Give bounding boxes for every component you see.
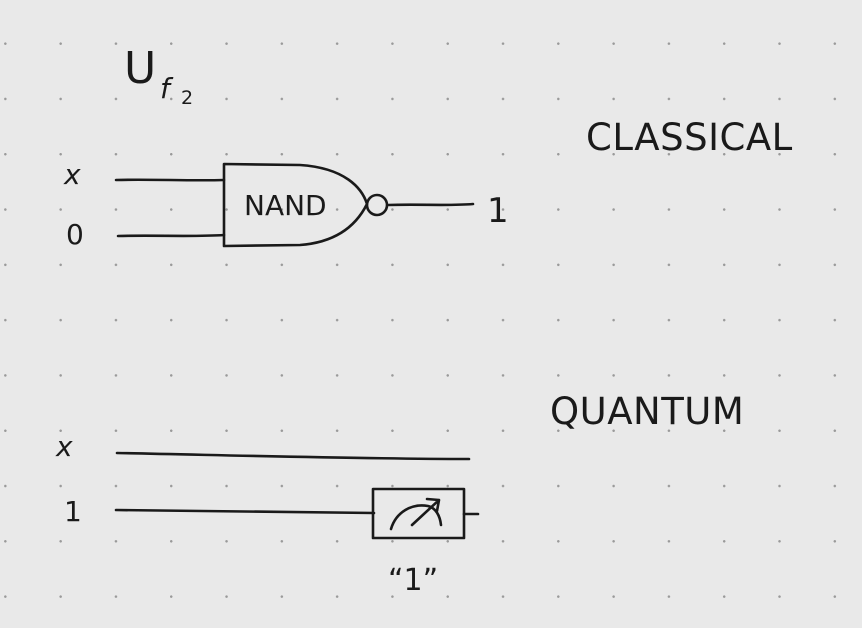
classical-input-bottom-label: 0 [66, 218, 84, 251]
title-main: U [124, 43, 156, 94]
quantum-input-top-label: x [55, 430, 73, 463]
classical-output-label: 1 [487, 191, 509, 231]
meter-arc [389, 504, 443, 531]
classical-output-wire [386, 202, 475, 207]
nand-gate-label: NAND [244, 189, 327, 222]
title-subscript-letter: f [160, 72, 174, 105]
diagram-title: U f 2 [124, 43, 193, 109]
classical-input-top-label: x [63, 158, 81, 191]
quantum-wire-bottom [114, 508, 376, 515]
quantum-heading: QUANTUM [550, 390, 744, 433]
classical-wire-top [114, 178, 226, 182]
quantum-input-bottom-label: 1 [64, 495, 82, 528]
meter-needle [410, 497, 441, 527]
measurement-meter-icon [371, 487, 466, 540]
classical-heading: CLASSICAL [586, 116, 793, 159]
inverter-bubble-icon [365, 193, 389, 217]
title-subscript-index: 2 [181, 87, 193, 109]
measurement-box [371, 487, 466, 540]
measurement-result-label: “1” [388, 563, 438, 598]
classical-wire-bottom [116, 233, 226, 238]
quantum-wire-top [115, 451, 471, 461]
